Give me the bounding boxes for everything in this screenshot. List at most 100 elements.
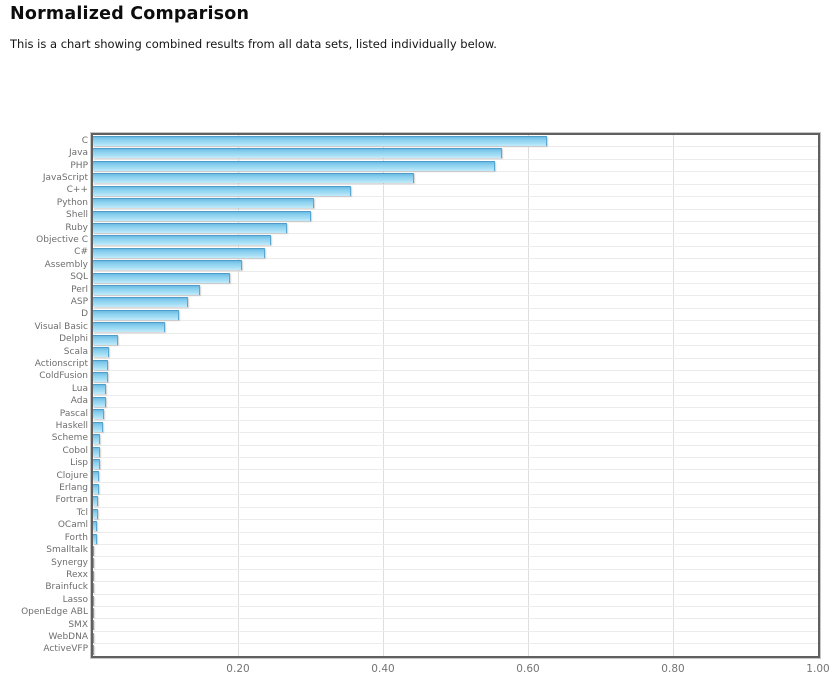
y-axis-label: Perl: [71, 284, 88, 295]
x-axis-tick-label: 1.00: [806, 663, 830, 675]
y-axis-label: Lasso: [62, 594, 88, 605]
chart-row: [93, 508, 818, 521]
y-axis-label: Java: [68, 148, 88, 159]
chart-row: [93, 185, 818, 198]
chart-row: [93, 607, 818, 620]
chart-row: [93, 421, 818, 434]
chart-row: [93, 557, 818, 570]
bar-OpenEdge ABL: [93, 608, 94, 619]
y-axis-label: OpenEdge ABL: [21, 607, 88, 618]
y-axis-label: ASP: [70, 296, 88, 307]
y-axis-label: Scala: [63, 346, 88, 357]
bar-Scheme: [93, 434, 101, 445]
y-axis-label: OCaml: [57, 520, 88, 531]
y-axis-label: Ruby: [65, 222, 88, 233]
bar-ActiveVFP: [93, 645, 94, 656]
chart-row: [93, 446, 818, 458]
y-axis-label: Tcl: [76, 507, 88, 518]
y-axis-label: C#: [74, 247, 88, 258]
bar-WebDNA: [93, 632, 94, 643]
x-axis-tick-label: 0.40: [371, 663, 395, 675]
y-axis-label: WebDNA: [48, 631, 88, 642]
bar-Java: [93, 148, 502, 159]
chart-row: [93, 396, 818, 409]
bar-Synergy: [93, 558, 95, 569]
chart-row: [93, 383, 818, 396]
bar-chart: C Java PHP JavaScript C++ Python Shell Ruby Obje…: [0, 62, 840, 675]
bar-Visual Basic: [93, 322, 165, 333]
y-axis-label: Erlang: [59, 483, 88, 494]
y-axis-label: Fortran: [55, 495, 88, 506]
chart-row: [93, 284, 818, 297]
bar-Smalltalk: [93, 545, 95, 556]
chart-row: [93, 321, 818, 334]
bar-Lisp: [93, 458, 100, 469]
chart-row: [93, 483, 818, 496]
chart-row: [93, 234, 818, 247]
bar-Delphi: [93, 334, 119, 345]
chart-row: [93, 433, 818, 446]
chart-row: [93, 222, 818, 235]
chart-row: [93, 334, 818, 347]
chart-row: [93, 595, 818, 608]
bar-C: [93, 136, 547, 146]
chart-row: [93, 582, 818, 595]
bar-Objective C: [93, 235, 271, 246]
y-axis-label: C++: [66, 185, 88, 196]
y-axis-label: Cobol: [62, 445, 88, 456]
plot-rows: [93, 135, 818, 656]
bar-Clojure: [93, 471, 99, 482]
bar-Lua: [93, 384, 107, 395]
y-axis-label: JavaScript: [42, 172, 88, 183]
plot-area: [90, 132, 821, 659]
y-axis-label: Synergy: [51, 557, 88, 568]
bar-JavaScript: [93, 173, 415, 184]
chart-row: [93, 570, 818, 583]
y-axis-label: Visual Basic: [34, 321, 88, 332]
x-axis-tick-label: 0.20: [226, 663, 250, 675]
y-axis-label: Pascal: [59, 408, 88, 419]
x-axis-tick-label: 0.60: [516, 663, 540, 675]
chart-row: [93, 644, 818, 656]
chart-row: [93, 135, 818, 148]
bar-Fortran: [93, 496, 99, 507]
chart-row: [93, 520, 818, 533]
chart-row: [93, 160, 818, 173]
chart-row: [93, 197, 818, 210]
chart-row: [93, 247, 818, 260]
bar-Actionscript: [93, 359, 109, 370]
chart-row: [93, 408, 818, 421]
y-axis-label: Forth: [64, 532, 88, 543]
y-axis-label: Lisp: [70, 458, 88, 469]
chart-row: [93, 371, 818, 384]
chart-row: [93, 458, 818, 471]
bar-Ruby: [93, 222, 287, 233]
bar-Scala: [93, 347, 109, 358]
bar-Haskell: [93, 421, 104, 432]
y-axis-label: Python: [56, 197, 88, 208]
y-axis-label: C: [81, 135, 88, 146]
chart-row: [93, 272, 818, 285]
bar-SQL: [93, 272, 231, 283]
bar-D: [93, 309, 179, 320]
chart-row: [93, 470, 818, 483]
bar-Ada: [93, 396, 107, 407]
y-axis-label: D: [81, 309, 88, 320]
chart-row: [93, 296, 818, 309]
bar-C#: [93, 247, 265, 258]
chart-row: [93, 172, 818, 185]
chart-row: [93, 210, 818, 222]
y-axis-label: Shell: [66, 210, 88, 221]
chart-row: [93, 495, 818, 508]
y-axis-label: Smalltalk: [46, 545, 88, 556]
y-axis-label: Brainfuck: [45, 582, 88, 593]
bar-Rexx: [93, 570, 94, 581]
bar-Perl: [93, 285, 201, 296]
bar-Lasso: [93, 595, 94, 606]
bar-Shell: [93, 210, 312, 221]
page-subtitle: This is a chart showing combined results…: [10, 37, 497, 51]
chart-row: [93, 533, 818, 545]
bar-Cobol: [93, 446, 101, 457]
chart-row: [93, 632, 818, 645]
bar-ASP: [93, 297, 188, 308]
